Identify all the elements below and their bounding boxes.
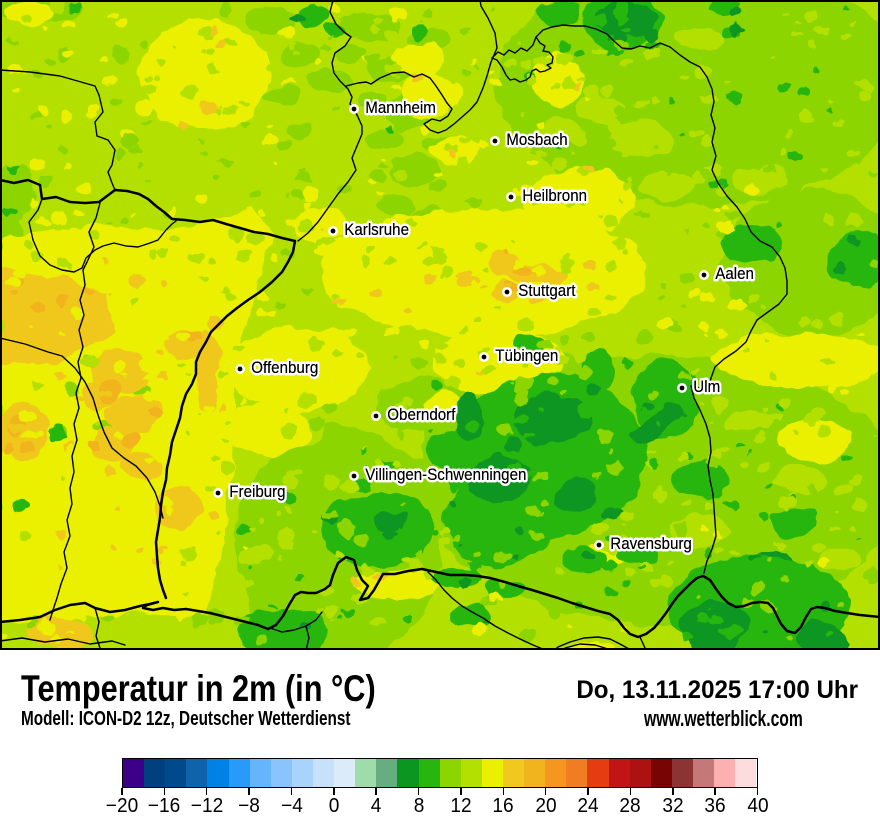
svg-text:Heilbronn: Heilbronn bbox=[522, 186, 587, 205]
svg-text:Mannheim: Mannheim bbox=[365, 98, 436, 117]
svg-text:Aalen: Aalen bbox=[715, 264, 754, 283]
svg-text:Ravensburg: Ravensburg bbox=[610, 534, 692, 553]
svg-text:Offenburg: Offenburg bbox=[251, 358, 318, 377]
svg-text:Oberndorf: Oberndorf bbox=[387, 405, 456, 424]
svg-text:Ravensburg: Ravensburg bbox=[610, 534, 692, 553]
svg-text:Stuttgart: Stuttgart bbox=[518, 281, 576, 300]
svg-text:Heilbronn: Heilbronn bbox=[522, 186, 587, 205]
svg-text:Mannheim: Mannheim bbox=[365, 98, 436, 117]
svg-text:Karlsruhe: Karlsruhe bbox=[344, 220, 409, 239]
svg-text:Tübingen: Tübingen bbox=[495, 346, 558, 365]
svg-text:Aalen: Aalen bbox=[715, 264, 754, 283]
svg-text:Mosbach: Mosbach bbox=[506, 130, 567, 149]
svg-text:Offenburg: Offenburg bbox=[251, 358, 318, 377]
svg-text:Ulm: Ulm bbox=[693, 377, 720, 396]
svg-text:Karlsruhe: Karlsruhe bbox=[344, 220, 409, 239]
svg-text:Ulm: Ulm bbox=[693, 377, 720, 396]
svg-text:Stuttgart: Stuttgart bbox=[518, 281, 576, 300]
svg-text:Freiburg: Freiburg bbox=[229, 482, 285, 501]
svg-text:Freiburg: Freiburg bbox=[229, 482, 285, 501]
svg-text:Villingen-Schwenningen: Villingen-Schwenningen bbox=[365, 465, 526, 484]
svg-text:Mosbach: Mosbach bbox=[506, 130, 567, 149]
svg-text:Tübingen: Tübingen bbox=[495, 346, 558, 365]
svg-text:Villingen-Schwenningen: Villingen-Schwenningen bbox=[365, 465, 526, 484]
svg-text:Oberndorf: Oberndorf bbox=[387, 405, 456, 424]
